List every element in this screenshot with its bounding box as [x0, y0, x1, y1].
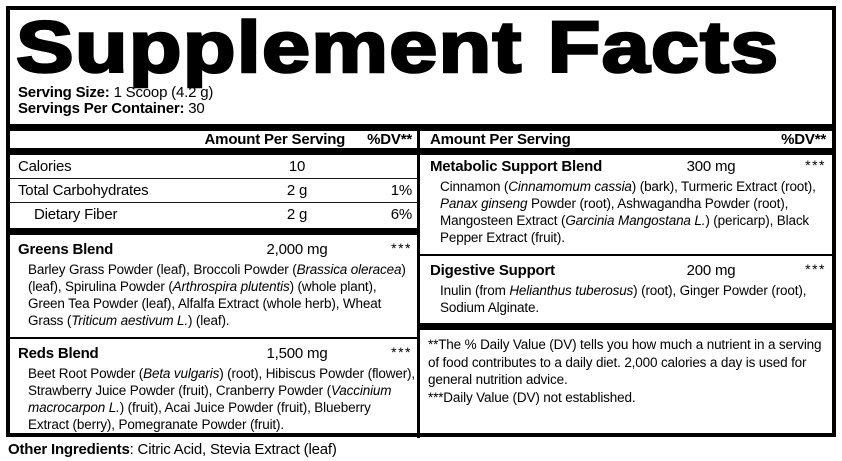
- blend-header-row: Greens Blend 2,000 mg ***: [10, 238, 417, 261]
- blend-ingredients: Barley Grass Powder (leaf), Broccoli Pow…: [28, 262, 406, 328]
- servings-per-container-label: Servings Per Container:: [18, 100, 185, 117]
- blend-ingredients: Cinnamon (Cinnamomum cassia) (bark), Tur…: [440, 179, 816, 245]
- column-header-row: Amount Per Serving %DV** Amount Per Serv…: [10, 131, 832, 148]
- left-column: Calories 10 Total Carbohydrates 2 g 1% D…: [10, 155, 420, 438]
- nutrient-amount: 10: [288, 158, 306, 175]
- nutrient-row-calories: Calories 10: [10, 155, 417, 178]
- serving-size-value: 1 Scoop (4.2 g): [109, 84, 214, 101]
- blend-ingredients: Beet Root Powder (Beta vulgaris) (root),…: [28, 366, 415, 432]
- blend-reds: Reds Blend 1,500 mg *** Beet Root Powder…: [10, 342, 417, 438]
- daily-value-footnote: **The % Daily Value (DV) tells you how m…: [428, 337, 822, 387]
- nutrient-name: Calories: [18, 158, 72, 175]
- blend-greens: Greens Blend 2,000 mg *** Barley Grass P…: [10, 238, 417, 334]
- footnotes: **The % Daily Value (DV) tells you how m…: [420, 333, 832, 406]
- left-amount-header: Amount Per Serving: [204, 131, 346, 148]
- blend-dv: ***: [805, 157, 826, 173]
- divider-bar-under-headers: [10, 148, 832, 155]
- nutrient-dv: 1%: [390, 182, 412, 199]
- blend-digestive-support: Digestive Support 200 mg *** Inulin (fro…: [420, 259, 832, 321]
- blend-header-row: Reds Blend 1,500 mg ***: [10, 342, 417, 365]
- nutrient-name: Total Carbohydrates: [18, 182, 149, 199]
- nutrient-row-total-carbohydrates: Total Carbohydrates 2 g 1%: [10, 179, 417, 202]
- blend-dv: ***: [805, 261, 826, 277]
- right-amount-header: Amount Per Serving: [430, 131, 571, 148]
- nutrient-row-dietary-fiber: Dietary Fiber 2 g 6%: [10, 203, 417, 226]
- blend-header-row: Metabolic Support Blend 300 mg ***: [420, 155, 832, 178]
- other-ingredients-label: Other Ingredients: [8, 441, 130, 458]
- nutrient-amount: 2 g: [286, 206, 308, 223]
- section-divider: [10, 337, 417, 339]
- blend-amount: 200 mg: [686, 262, 736, 279]
- blend-dv: ***: [391, 240, 412, 256]
- label-columns: Calories 10 Total Carbohydrates 2 g 1% D…: [10, 155, 832, 438]
- right-dv-header: %DV**: [781, 131, 826, 148]
- blend-dv: ***: [391, 344, 412, 360]
- servings-per-container-value: 30: [184, 100, 205, 117]
- blend-metabolic-support: Metabolic Support Blend 300 mg *** Cinna…: [420, 155, 832, 251]
- right-column-header: Amount Per Serving %DV**: [420, 131, 832, 148]
- blend-name: Reds Blend: [18, 345, 99, 362]
- nutrient-amount: 2 g: [286, 182, 308, 199]
- left-section-bar: [10, 228, 417, 235]
- blend-ingredients: Inulin (from Helianthus tuberosus) (root…: [440, 283, 807, 315]
- blend-name: Greens Blend: [18, 241, 114, 258]
- blend-name: Digestive Support: [430, 262, 555, 279]
- serving-size-label: Serving Size:: [18, 84, 110, 101]
- label-title: Supplement Facts: [14, 8, 780, 88]
- right-section-bar: [420, 323, 832, 330]
- blend-amount: 1,500 mg: [266, 345, 328, 362]
- left-column-header: Amount Per Serving %DV**: [10, 131, 420, 148]
- other-ingredients-value: : Citric Acid, Stevia Extract (leaf): [129, 441, 337, 458]
- blend-amount: 300 mg: [686, 158, 736, 175]
- dv-not-established-footnote: ***Daily Value (DV) not established.: [428, 389, 636, 405]
- row-divider: [10, 202, 417, 203]
- serving-size-line: Serving Size: 1 Scoop (4.2 g): [18, 85, 832, 101]
- label-box: Supplement Facts Serving Size: 1 Scoop (…: [6, 6, 836, 438]
- row-divider: [10, 178, 417, 179]
- blend-amount: 2,000 mg: [266, 241, 328, 258]
- blend-header-row: Digestive Support 200 mg ***: [420, 259, 832, 282]
- blend-name: Metabolic Support Blend: [430, 158, 603, 175]
- right-column: Metabolic Support Blend 300 mg *** Cinna…: [420, 155, 832, 438]
- nutrient-dv: 6%: [390, 206, 412, 223]
- nutrient-name: Dietary Fiber: [34, 206, 118, 223]
- other-ingredients-line: Other Ingredients: Citric Acid, Stevia E…: [8, 441, 337, 458]
- left-dv-header: %DV**: [367, 131, 412, 148]
- servings-per-container-line: Servings Per Container: 30: [18, 101, 832, 117]
- section-divider: [420, 254, 832, 256]
- divider-bar-top: [10, 124, 832, 131]
